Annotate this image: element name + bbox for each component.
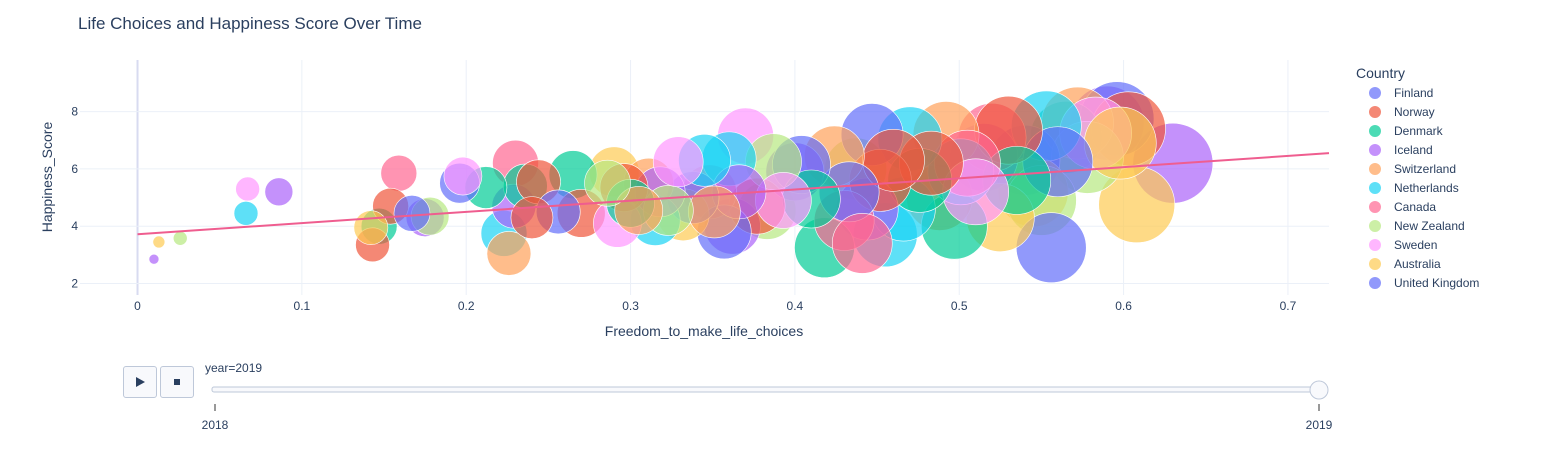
bubble-norway[interactable] bbox=[510, 196, 554, 239]
legend-label: Switzerland bbox=[1394, 162, 1456, 176]
y-tick-label: 8 bbox=[71, 105, 78, 119]
bubble-sweden[interactable] bbox=[652, 136, 704, 188]
bubble-switzerland[interactable] bbox=[486, 231, 532, 276]
bubble-netherlands[interactable] bbox=[233, 201, 259, 226]
legend-marker bbox=[1369, 277, 1381, 289]
x-tick-label: 0.4 bbox=[787, 299, 804, 313]
legend-label: United Kingdom bbox=[1394, 276, 1479, 290]
legend-marker bbox=[1369, 239, 1381, 251]
slider-step-label: 2018 bbox=[202, 418, 229, 432]
legend: Country Finland Norway Denmark Iceland Switz… bbox=[1356, 65, 1479, 290]
bubble-iceland[interactable] bbox=[148, 253, 160, 265]
year-slider[interactable]: year=2019 2018 2019 bbox=[202, 361, 1333, 432]
x-tick-label: 0.6 bbox=[1115, 299, 1132, 313]
legend-item[interactable]: United Kingdom bbox=[1369, 276, 1479, 290]
legend-item[interactable]: Netherlands bbox=[1369, 181, 1459, 195]
legend-item[interactable]: Canada bbox=[1369, 200, 1436, 214]
legend-label: Australia bbox=[1394, 257, 1441, 271]
legend-marker bbox=[1369, 220, 1381, 232]
bubble-australia[interactable] bbox=[353, 210, 389, 245]
stop-icon bbox=[174, 379, 180, 385]
bubble-sweden[interactable] bbox=[443, 156, 483, 196]
y-axis-title: Happiness_Score bbox=[39, 122, 55, 233]
legend-label: Canada bbox=[1394, 200, 1436, 214]
y-tick-label: 4 bbox=[71, 219, 78, 233]
bubble-australia[interactable] bbox=[152, 235, 166, 249]
legend-marker bbox=[1369, 201, 1381, 213]
slider-step-label: 2019 bbox=[1306, 418, 1333, 432]
legend-label: New Zealand bbox=[1394, 219, 1465, 233]
bubble-canada[interactable] bbox=[831, 213, 893, 274]
legend-label: Finland bbox=[1394, 86, 1433, 100]
play-icon bbox=[136, 377, 145, 387]
y-tick-label: 6 bbox=[71, 162, 78, 176]
x-axis-title: Freedom_to_make_life_choices bbox=[605, 323, 803, 339]
legend-item[interactable]: Sweden bbox=[1369, 238, 1437, 252]
tick-layer: 0 0.1 0.2 0.3 0.4 0.5 0.6 0.7 2 4 6 8 bbox=[71, 105, 1296, 313]
chart-title: Life Choices and Happiness Score Over Ti… bbox=[78, 14, 422, 33]
trendline bbox=[137, 152, 1330, 236]
legend-item[interactable]: Finland bbox=[1369, 86, 1433, 100]
legend-label: Sweden bbox=[1394, 238, 1437, 252]
bubble-iceland[interactable] bbox=[264, 177, 294, 207]
bubble-layer bbox=[148, 81, 1214, 284]
y-tick-label: 2 bbox=[71, 277, 78, 291]
legend-marker bbox=[1369, 87, 1381, 99]
slider-current-label: year=2019 bbox=[205, 361, 262, 375]
legend-label: Netherlands bbox=[1394, 181, 1459, 195]
legend-item[interactable]: Switzerland bbox=[1369, 162, 1456, 176]
legend-marker bbox=[1369, 144, 1381, 156]
legend-marker bbox=[1369, 182, 1381, 194]
stop-button[interactable] bbox=[160, 366, 194, 398]
bubble-finland[interactable] bbox=[393, 195, 431, 232]
legend-item[interactable]: Australia bbox=[1369, 257, 1441, 271]
bubble-new-zealand[interactable] bbox=[172, 230, 188, 246]
legend-label: Norway bbox=[1394, 105, 1435, 119]
bubble-sweden[interactable] bbox=[235, 176, 260, 202]
legend-title: Country bbox=[1356, 65, 1405, 81]
x-tick-label: 0.7 bbox=[1280, 299, 1297, 313]
legend-label: Iceland bbox=[1394, 143, 1433, 157]
legend-item[interactable]: Iceland bbox=[1369, 143, 1433, 157]
trendline-layer bbox=[137, 152, 1330, 236]
legend-item[interactable]: Norway bbox=[1369, 105, 1435, 119]
x-tick-label: 0.1 bbox=[294, 299, 311, 313]
slider-grip[interactable] bbox=[1309, 380, 1329, 400]
legend-item[interactable]: Denmark bbox=[1369, 124, 1444, 138]
x-tick-label: 0.5 bbox=[951, 299, 968, 313]
legend-marker bbox=[1369, 125, 1381, 137]
legend-marker bbox=[1369, 106, 1381, 118]
bubble-canada[interactable] bbox=[380, 154, 418, 192]
legend-item[interactable]: New Zealand bbox=[1369, 219, 1465, 233]
slider-rail[interactable] bbox=[211, 386, 1321, 393]
legend-marker bbox=[1369, 258, 1381, 270]
legend-marker bbox=[1369, 163, 1381, 175]
x-tick-label: 0.3 bbox=[622, 299, 639, 313]
bubble-new-zealand[interactable] bbox=[584, 159, 631, 207]
play-button[interactable] bbox=[123, 366, 157, 398]
x-tick-label: 0.2 bbox=[458, 299, 475, 313]
x-tick-label: 0 bbox=[134, 299, 141, 313]
legend-label: Denmark bbox=[1394, 124, 1444, 138]
